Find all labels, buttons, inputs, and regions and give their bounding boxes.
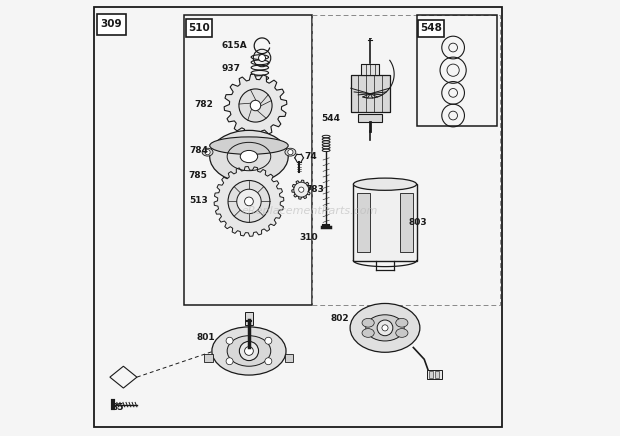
Circle shape — [254, 49, 271, 67]
Circle shape — [226, 358, 233, 365]
Ellipse shape — [210, 137, 288, 154]
Circle shape — [245, 197, 254, 206]
Ellipse shape — [366, 315, 404, 341]
Bar — [353, 184, 417, 261]
Bar — [245, 312, 254, 325]
Ellipse shape — [396, 329, 408, 337]
Bar — [400, 193, 413, 252]
Circle shape — [259, 54, 265, 61]
Polygon shape — [291, 180, 311, 199]
Circle shape — [250, 100, 261, 111]
Bar — [417, 15, 497, 126]
Circle shape — [226, 337, 233, 344]
Bar — [428, 371, 433, 378]
Text: 782: 782 — [194, 100, 213, 109]
Circle shape — [228, 181, 270, 222]
Bar — [285, 354, 293, 362]
Bar — [186, 19, 212, 37]
Ellipse shape — [240, 150, 258, 163]
Circle shape — [205, 150, 210, 155]
Text: 801: 801 — [197, 334, 215, 342]
Circle shape — [237, 189, 261, 214]
Text: 310: 310 — [299, 233, 318, 242]
Bar — [427, 370, 441, 379]
Text: 784: 784 — [190, 146, 208, 155]
Circle shape — [294, 182, 309, 197]
Ellipse shape — [212, 327, 286, 375]
Circle shape — [245, 347, 254, 355]
Ellipse shape — [210, 130, 288, 183]
Text: 309: 309 — [100, 20, 122, 29]
Ellipse shape — [350, 303, 420, 352]
Text: 513: 513 — [190, 196, 208, 205]
Text: 783: 783 — [306, 185, 324, 194]
Bar — [358, 114, 382, 122]
Text: 937: 937 — [221, 64, 240, 73]
Circle shape — [377, 320, 393, 336]
Ellipse shape — [202, 148, 213, 156]
Text: 548: 548 — [420, 24, 442, 33]
Circle shape — [265, 337, 272, 344]
Bar — [184, 15, 312, 305]
Ellipse shape — [227, 336, 271, 366]
Ellipse shape — [362, 329, 374, 337]
Bar — [435, 371, 440, 378]
Circle shape — [239, 341, 259, 361]
Bar — [361, 64, 379, 75]
Circle shape — [288, 150, 293, 155]
Circle shape — [299, 187, 304, 192]
Circle shape — [265, 358, 272, 365]
Text: 74: 74 — [305, 153, 317, 161]
Text: 544: 544 — [322, 114, 340, 123]
Text: 615A: 615A — [221, 41, 247, 50]
Bar — [350, 75, 390, 112]
Text: eReplacementParts.com: eReplacementParts.com — [242, 207, 378, 216]
Ellipse shape — [285, 148, 296, 156]
Text: 802: 802 — [330, 314, 349, 323]
Ellipse shape — [353, 178, 417, 190]
Ellipse shape — [362, 318, 374, 327]
Circle shape — [239, 89, 272, 122]
Text: 510: 510 — [188, 23, 210, 33]
Polygon shape — [224, 74, 287, 137]
Bar — [312, 15, 500, 305]
Polygon shape — [214, 167, 284, 236]
Bar — [418, 20, 445, 37]
Ellipse shape — [396, 318, 408, 327]
Bar — [357, 193, 370, 252]
Text: 85: 85 — [112, 403, 124, 412]
Text: 785: 785 — [188, 171, 208, 180]
Text: 803: 803 — [409, 218, 428, 227]
Bar — [205, 354, 213, 362]
Bar — [97, 14, 126, 35]
Circle shape — [382, 325, 388, 331]
